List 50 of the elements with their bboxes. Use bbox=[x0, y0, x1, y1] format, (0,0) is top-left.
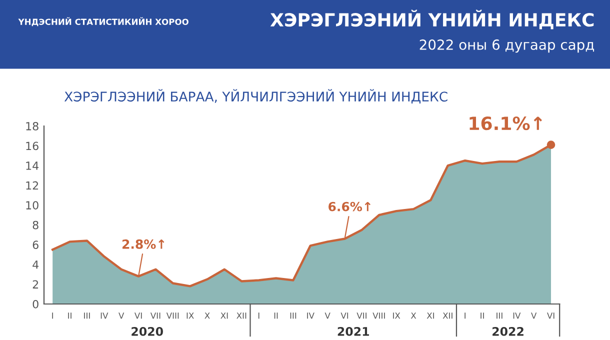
x-tick-label: IV bbox=[100, 312, 108, 319]
x-tick-label: I bbox=[258, 312, 260, 319]
x-tick-label: VIII bbox=[166, 312, 179, 319]
x-tick-label: XI bbox=[426, 312, 434, 319]
y-tick-label: 14 bbox=[26, 162, 39, 170]
y-tick-label: 12 bbox=[26, 181, 38, 190]
x-tick-label: VI bbox=[134, 312, 142, 319]
x-tick-label: IV bbox=[307, 312, 314, 319]
x-tick-label: III bbox=[496, 312, 502, 319]
text: 2022 bbox=[492, 326, 524, 336]
y-tick-label: 4 bbox=[32, 260, 39, 269]
chart-subtitle: 2022 оны 6 дугаар сард bbox=[420, 39, 594, 53]
x-tick-label: VIII bbox=[372, 312, 385, 319]
x-tick-label: IX bbox=[393, 312, 400, 319]
text: ҮНДЭСНИЙ СТАТИСТИКИЙН ХОРОО bbox=[18, 17, 188, 26]
x-tick-label: VI bbox=[340, 312, 348, 319]
y-tick-label: 0 bbox=[32, 300, 38, 308]
chart-title: ХЭРЭГЛЭЭНИЙ ҮНИЙН ИНДЕКС bbox=[270, 10, 594, 30]
text: ХЭРЭГЛЭЭНИЙ БАРАА, ҮЙЛЧИЛГЭЭНИЙ ҮНИЙН ИНДЕКС bbox=[64, 89, 448, 104]
x-tick-label: II bbox=[68, 312, 72, 319]
y-tick-label: 10 bbox=[26, 201, 38, 210]
x-tick-label: I bbox=[464, 312, 466, 319]
y-tick-label: 16 bbox=[26, 142, 38, 150]
x-tick-label: VII bbox=[356, 312, 366, 319]
x-tick-label: V bbox=[531, 312, 537, 319]
x-tick-label: II bbox=[480, 312, 484, 319]
x-tick-label: II bbox=[274, 312, 278, 319]
x-tick-label: III bbox=[84, 312, 90, 319]
y-tick-label: 6 bbox=[32, 240, 38, 250]
x-tick-label: VII bbox=[150, 312, 160, 319]
x-tick-label: V bbox=[118, 312, 124, 319]
x-tick-label: X bbox=[410, 312, 416, 319]
y-tick-label: 18 bbox=[26, 122, 38, 130]
text: 2021 bbox=[338, 326, 369, 336]
y-tick-label: 2 bbox=[32, 280, 38, 288]
x-tick-label: XII bbox=[236, 312, 246, 319]
x-tick-label: VI bbox=[546, 312, 554, 319]
x-tick-label: X bbox=[204, 312, 210, 319]
x-tick-label: IV bbox=[513, 312, 521, 319]
x-tick-label: IX bbox=[186, 312, 194, 319]
data-label: 2.8%↑ bbox=[122, 239, 164, 249]
x-tick-label: XI bbox=[220, 312, 228, 319]
x-tick-label: I bbox=[52, 312, 54, 319]
x-tick-label: III bbox=[290, 312, 296, 319]
x-tick-label: V bbox=[324, 312, 330, 319]
data-label: 16.1%↑ bbox=[470, 116, 542, 130]
y-tick-label: 8 bbox=[32, 220, 38, 230]
x-tick-label: XII bbox=[442, 312, 452, 319]
text: 2020 bbox=[132, 326, 163, 336]
data-label: 6.6%↑ bbox=[328, 202, 370, 212]
